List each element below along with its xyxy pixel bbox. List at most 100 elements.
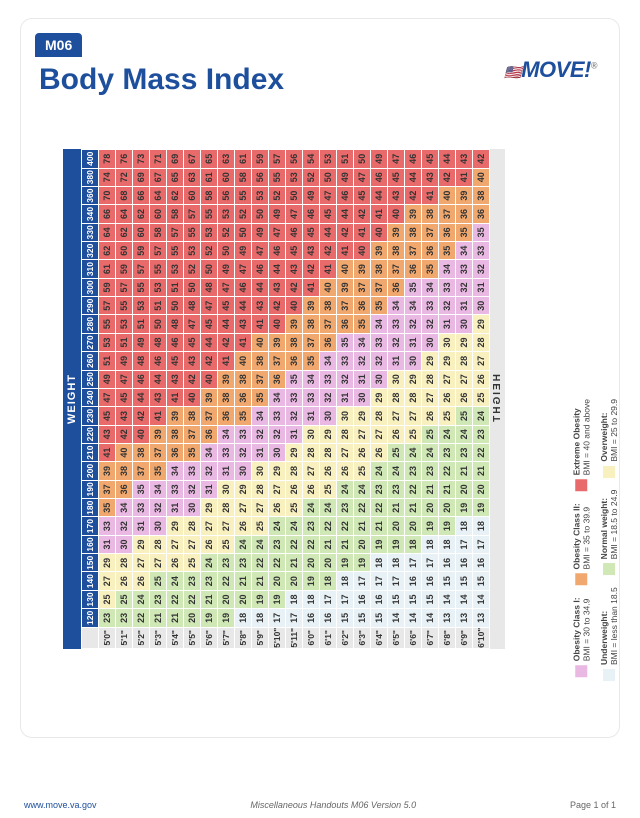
bmi-cell: 15 <box>422 590 439 608</box>
bmi-cell: 17 <box>269 609 286 627</box>
legend-swatch <box>603 466 615 478</box>
height-header: 5'0" <box>99 627 116 648</box>
height-header: 5'7" <box>218 627 235 648</box>
bmi-cell: 53 <box>218 205 235 223</box>
bmi-cell: 25 <box>456 407 473 425</box>
bmi-cell: 27 <box>252 499 269 517</box>
bmi-cell: 18 <box>286 590 303 608</box>
bmi-cell: 29 <box>371 388 388 406</box>
bmi-cell: 31 <box>201 480 218 498</box>
bmi-cell: 69 <box>167 150 184 169</box>
bmi-cell: 47 <box>99 388 116 406</box>
bmi-cell: 26 <box>235 517 252 535</box>
bmi-cell: 38 <box>303 315 320 333</box>
bmi-cell: 26 <box>439 388 456 406</box>
bmi-cell: 39 <box>354 260 371 278</box>
bmi-cell: 35 <box>99 499 116 517</box>
legend-title: Extreme Obesity <box>571 408 581 475</box>
bmi-cell: 19 <box>303 572 320 590</box>
bmi-cell: 57 <box>133 260 150 278</box>
bmi-cell: 40 <box>473 168 490 186</box>
bmi-cell: 16 <box>303 609 320 627</box>
bmi-cell: 40 <box>252 333 269 351</box>
bmi-cell: 23 <box>184 572 201 590</box>
bmi-cell: 24 <box>371 462 388 480</box>
bmi-cell: 17 <box>388 572 405 590</box>
bmi-cell: 43 <box>99 425 116 443</box>
bmi-cell: 39 <box>218 370 235 388</box>
bmi-cell: 36 <box>218 407 235 425</box>
bmi-cell: 37 <box>201 407 218 425</box>
bmi-cell: 23 <box>201 572 218 590</box>
bmi-cell: 21 <box>388 499 405 517</box>
bmi-cell: 57 <box>269 150 286 169</box>
bmi-cell: 32 <box>201 462 218 480</box>
bmi-cell: 21 <box>286 554 303 572</box>
bmi-cell: 47 <box>388 150 405 169</box>
bmi-cell: 26 <box>286 480 303 498</box>
bmi-cell: 42 <box>337 223 354 241</box>
bmi-cell: 22 <box>371 499 388 517</box>
bmi-cell: 34 <box>269 388 286 406</box>
bmi-cell: 34 <box>252 407 269 425</box>
height-header: 5'5" <box>184 627 201 648</box>
bmi-cell: 23 <box>456 443 473 461</box>
move-logo: 🇺🇸MOVE!® <box>504 57 597 83</box>
bmi-cell: 26 <box>337 462 354 480</box>
bmi-cell: 15 <box>456 572 473 590</box>
bmi-cell: 42 <box>269 297 286 315</box>
bmi-cell: 37 <box>184 425 201 443</box>
bmi-cell: 33 <box>473 242 490 260</box>
bmi-cell: 53 <box>252 186 269 204</box>
bmi-cell: 39 <box>167 407 184 425</box>
bmi-cell: 43 <box>252 297 269 315</box>
bmi-cell: 44 <box>371 186 388 204</box>
bmi-cell: 31 <box>388 352 405 370</box>
bmi-cell: 65 <box>167 168 184 186</box>
bmi-cell: 26 <box>269 499 286 517</box>
bmi-cell: 28 <box>184 517 201 535</box>
bmi-cell: 24 <box>354 480 371 498</box>
bmi-cell: 57 <box>167 223 184 241</box>
bmi-cell: 74 <box>99 168 116 186</box>
bmi-cell: 30 <box>354 388 371 406</box>
weight-header: 130 <box>82 590 99 608</box>
bmi-cell: 60 <box>116 242 133 260</box>
weight-header: 320 <box>82 242 99 260</box>
bmi-cell: 39 <box>388 223 405 241</box>
bmi-cell: 50 <box>286 186 303 204</box>
bmi-cell: 34 <box>354 333 371 351</box>
bmi-cell: 36 <box>286 352 303 370</box>
bmi-cell: 14 <box>473 590 490 608</box>
bmi-cell: 29 <box>456 333 473 351</box>
bmi-cell: 31 <box>167 499 184 517</box>
bmi-cell: 19 <box>201 609 218 627</box>
bmi-cell: 17 <box>286 609 303 627</box>
bmi-cell: 42 <box>354 205 371 223</box>
bmi-cell: 19 <box>371 535 388 553</box>
bmi-cell: 46 <box>371 168 388 186</box>
bmi-cell: 43 <box>184 352 201 370</box>
bmi-cell: 26 <box>320 462 337 480</box>
bmi-cell: 62 <box>116 223 133 241</box>
bmi-cell: 50 <box>150 315 167 333</box>
bmi-cell: 16 <box>456 554 473 572</box>
bmi-cell: 21 <box>422 480 439 498</box>
bmi-cell: 44 <box>150 370 167 388</box>
bmi-cell: 36 <box>201 425 218 443</box>
height-header: 5'1" <box>116 627 133 648</box>
bmi-cell: 42 <box>320 242 337 260</box>
bmi-cell: 40 <box>269 315 286 333</box>
bmi-cell: 46 <box>133 370 150 388</box>
weight-header: 340 <box>82 205 99 223</box>
bmi-cell: 44 <box>269 260 286 278</box>
bmi-cell: 55 <box>133 278 150 296</box>
bmi-cell: 36 <box>456 205 473 223</box>
bmi-cell: 27 <box>456 370 473 388</box>
weight-header: 200 <box>82 462 99 480</box>
bmi-cell: 39 <box>405 205 422 223</box>
legend-sub: BMI = less than 18.5 <box>609 587 619 665</box>
legend-row-2: Obesity Class I:BMI = 30 to 34.9Obesity … <box>571 399 591 677</box>
bmi-cell: 67 <box>184 150 201 169</box>
bmi-table: 1201301401501601701801902002102202302402… <box>81 149 490 649</box>
